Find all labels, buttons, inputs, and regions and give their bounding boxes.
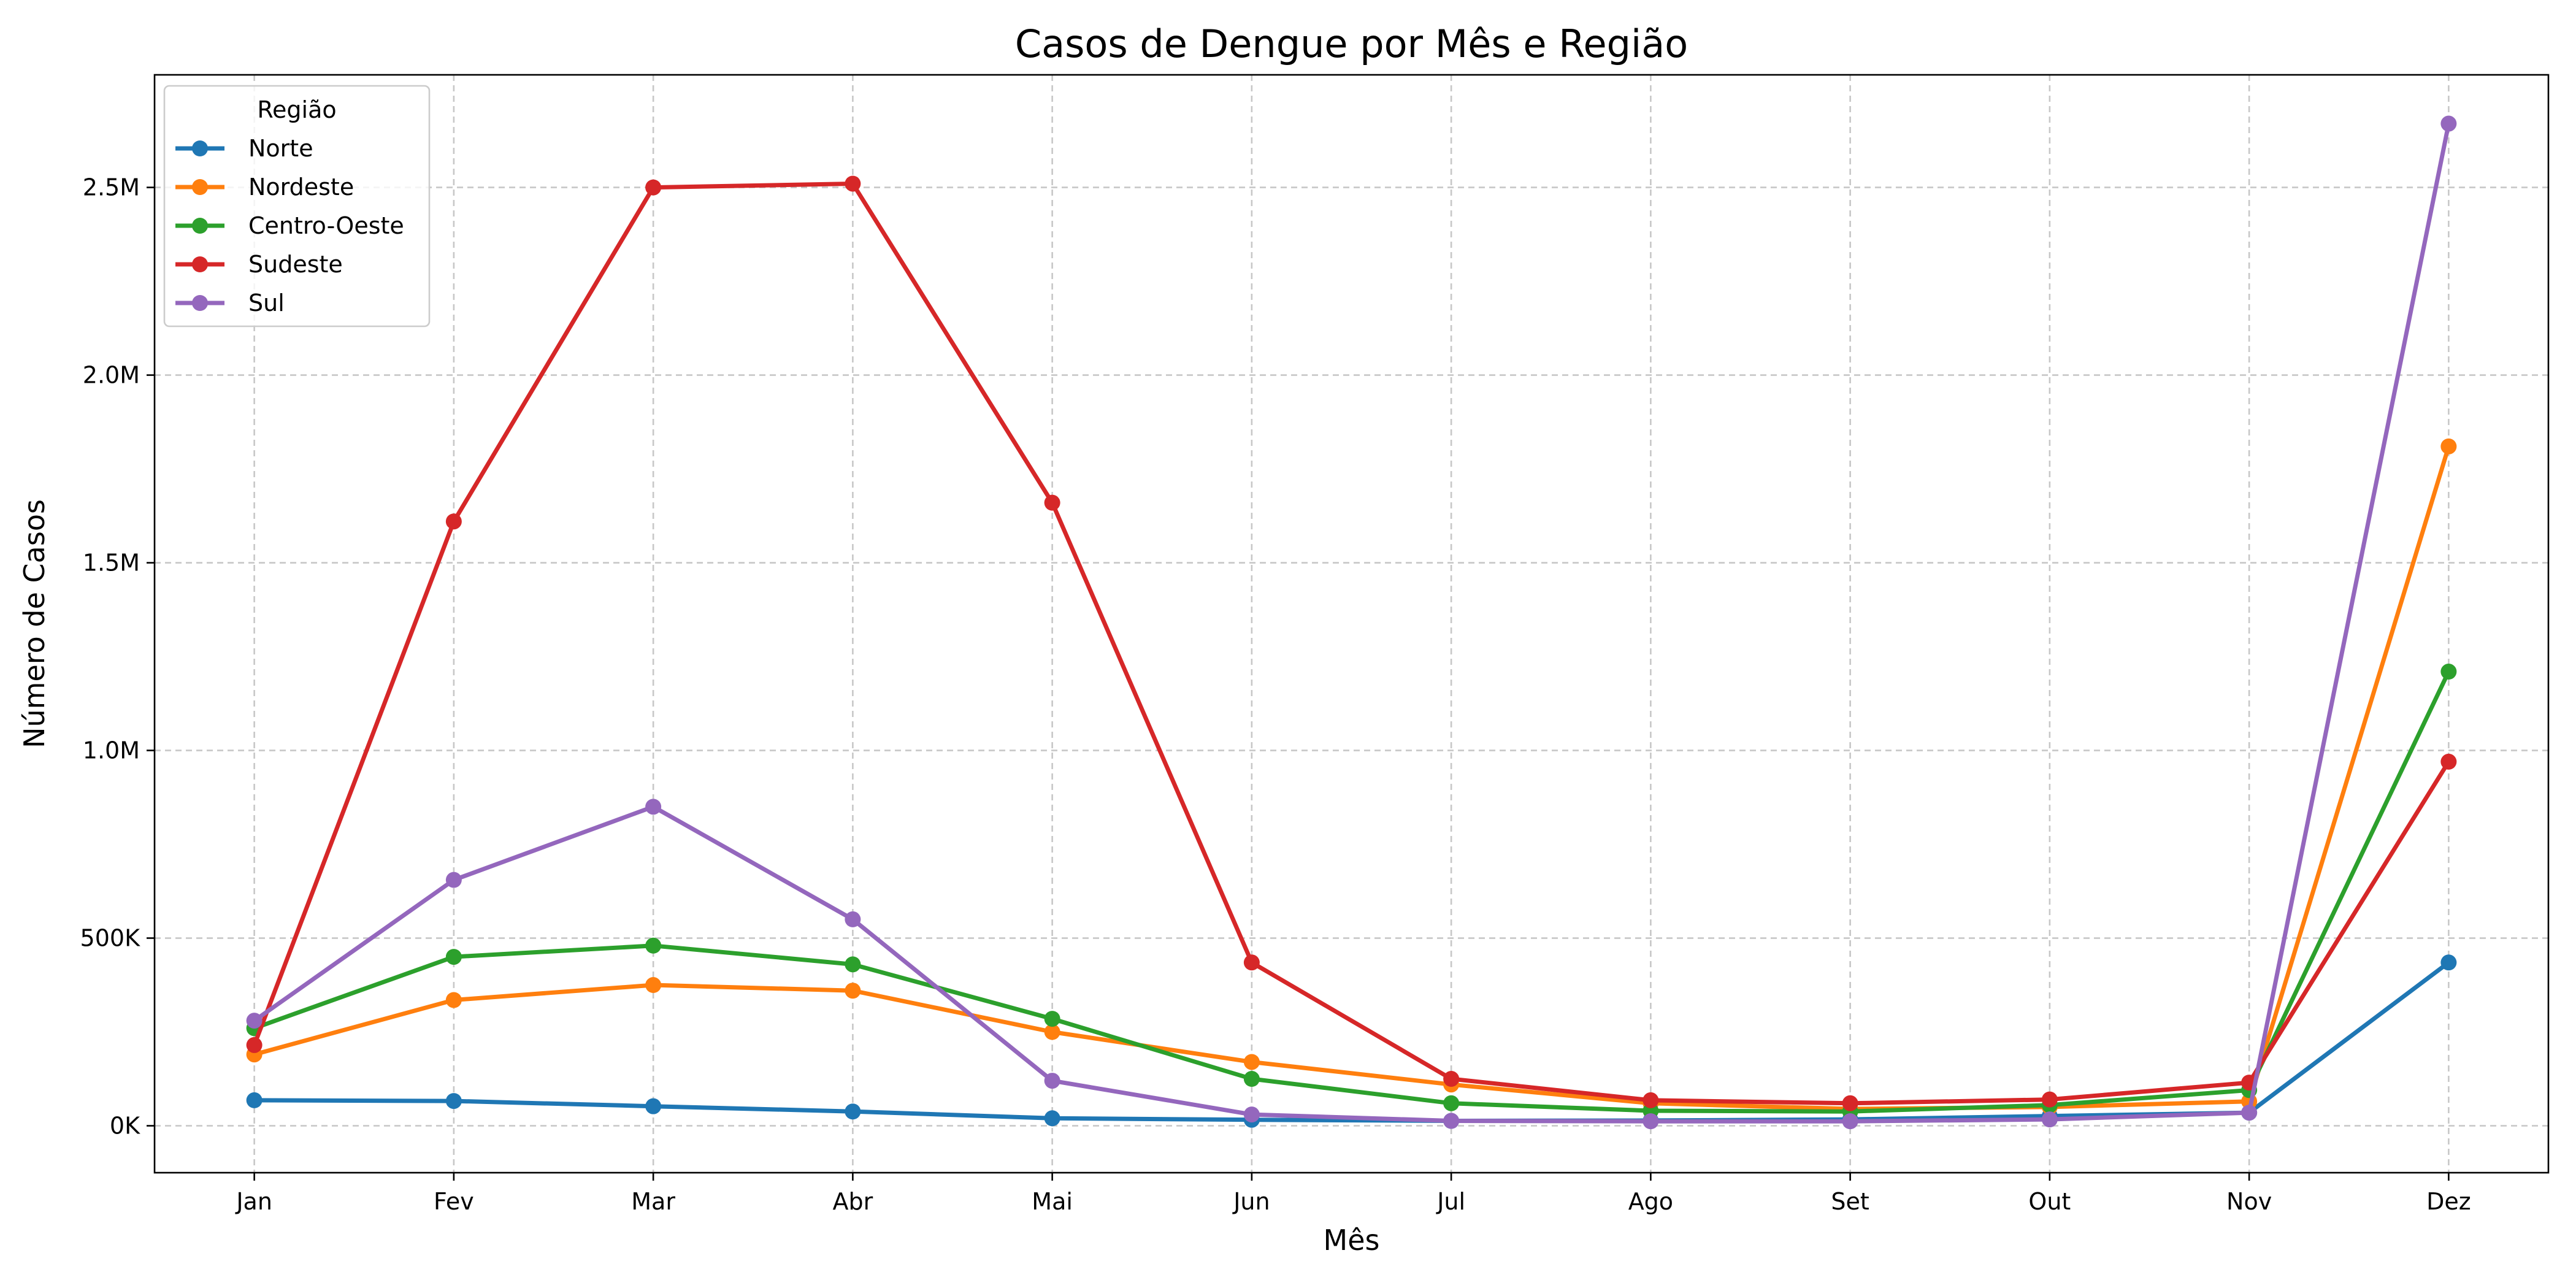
x-tick-label: Abr (833, 1188, 873, 1215)
legend-swatch-marker (192, 140, 208, 156)
data-point (645, 1098, 662, 1114)
data-point (845, 911, 861, 927)
series-norte (246, 954, 2457, 1129)
x-tick-label: Jun (1232, 1188, 1270, 1215)
data-point (645, 977, 662, 994)
data-point (2440, 954, 2457, 971)
data-point (1842, 1095, 1858, 1111)
legend-box (163, 85, 431, 328)
x-tick-label: Mai (1032, 1188, 1073, 1215)
y-tick-label: 0K (110, 1113, 140, 1140)
legend-swatch-marker (192, 179, 208, 195)
data-point (1044, 1024, 1060, 1040)
grid-layer (155, 75, 2548, 1173)
series-line (252, 444, 2451, 1111)
legend-item: Norte (175, 135, 313, 162)
series-sudeste (246, 175, 2457, 1111)
data-point (1044, 1110, 1060, 1127)
data-point (845, 175, 861, 192)
y-tick-label: 500K (80, 925, 141, 952)
series-line (252, 960, 2451, 1123)
y-tick-label: 1.5M (83, 550, 140, 577)
data-point (845, 1103, 861, 1120)
chart-title: Casos de Dengue por Mês e Região (1015, 21, 1688, 66)
data-point (246, 1013, 263, 1029)
legend-swatch-marker (192, 218, 208, 234)
series-centro-oeste (246, 664, 2457, 1120)
x-tick-label: Set (1831, 1188, 1869, 1215)
data-point (1044, 494, 1060, 511)
data-point (2041, 1111, 2058, 1128)
data-point (1044, 1073, 1060, 1089)
data-point (2041, 1091, 2058, 1108)
legend-item: Nordeste (175, 174, 354, 201)
data-point (445, 872, 462, 888)
data-point (2440, 438, 2457, 454)
legend-label: Nordeste (248, 174, 354, 201)
x-tick-label: Ago (1628, 1188, 1673, 1215)
data-point (1643, 1113, 1659, 1130)
legend-items: Norte Nordeste Centro-Oeste Sudeste Sul (175, 135, 404, 316)
x-axis-title: Mês (1324, 1224, 1380, 1257)
y-tick-label: 1.0M (83, 737, 140, 764)
legend-swatch-marker (192, 295, 208, 311)
series-nordeste (246, 438, 2457, 1117)
legend-title: Região (257, 96, 336, 123)
data-point (1044, 1011, 1060, 1027)
legend-swatch-marker (192, 256, 208, 272)
data-point (645, 937, 662, 954)
data-point (645, 179, 662, 196)
data-point (1643, 1092, 1659, 1108)
data-point (845, 983, 861, 999)
data-point (2440, 753, 2457, 770)
data-point (2440, 115, 2457, 132)
plot-area-frame (153, 74, 2550, 1174)
data-point (1443, 1095, 1460, 1111)
series-line (252, 669, 2451, 1114)
legend-label: Norte (248, 135, 313, 162)
x-tick-label: Mar (631, 1188, 675, 1215)
y-axis-title: Número de Casos (18, 499, 51, 748)
data-point (645, 799, 662, 815)
data-point (2241, 1105, 2258, 1121)
legend-item: Sul (175, 289, 285, 316)
legend-item: Centro-Oeste (175, 212, 404, 239)
data-point (1243, 954, 1260, 971)
legend: Região Norte Nordeste Centro-Oeste Sudeste S… (163, 85, 431, 328)
data-point (445, 513, 462, 530)
data-point (1443, 1113, 1460, 1129)
series-line (252, 121, 2451, 1124)
data-point (1243, 1054, 1260, 1070)
data-point (1443, 1071, 1460, 1087)
data-point (1842, 1113, 1858, 1130)
x-tick-label: Jul (1436, 1188, 1465, 1215)
data-point (445, 992, 462, 1008)
data-point (246, 1092, 263, 1108)
data-point (246, 1037, 263, 1053)
series-line (252, 182, 2451, 1106)
data-point (1243, 1106, 1260, 1123)
x-tick-label: Nov (2226, 1188, 2272, 1215)
y-tick-label: 2.0M (83, 362, 140, 389)
data-point (1243, 1071, 1260, 1087)
legend-label: Sul (248, 289, 285, 316)
x-tick-label: Out (2028, 1188, 2071, 1215)
series-sul (246, 115, 2457, 1130)
x-tick-label: Dez (2426, 1188, 2471, 1215)
data-point (845, 956, 861, 973)
ticks-layer: Jan Fev Mar Abr Mai Jun Jul Ago Set Out Nov Dez 0K 50… (80, 174, 2471, 1215)
x-tick-label: Jan (235, 1188, 272, 1215)
legend-item: Sudeste (175, 251, 343, 278)
legend-label: Sudeste (248, 251, 343, 278)
y-tick-label: 2.5M (83, 174, 140, 201)
data-point (445, 1093, 462, 1110)
legend-label: Centro-Oeste (248, 212, 404, 239)
series-layer (246, 115, 2457, 1130)
data-point (2440, 664, 2457, 680)
x-tick-label: Fev (434, 1188, 474, 1215)
data-point (445, 949, 462, 965)
